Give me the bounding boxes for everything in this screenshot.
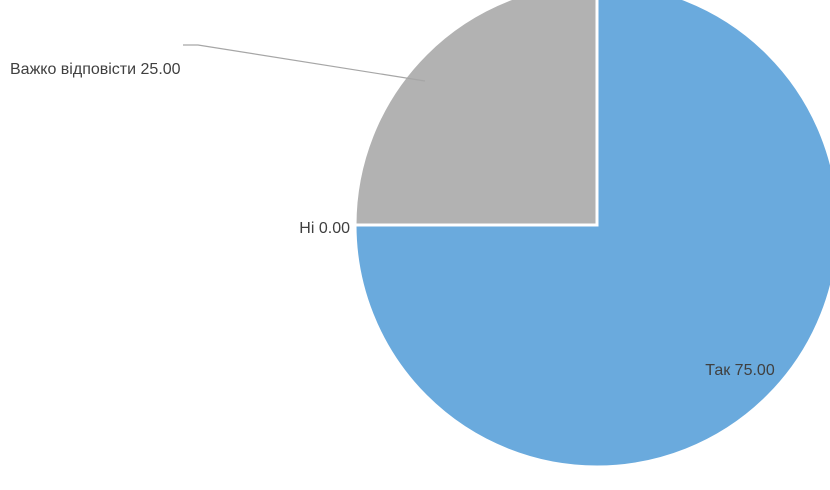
- slice-vazhko: [353, 0, 599, 227]
- slice-tak: [353, 0, 830, 469]
- leader-line-vazhko: [183, 44, 426, 82]
- data-label-ni: Ні 0.00: [299, 220, 350, 237]
- leader-lines: [183, 44, 426, 82]
- data-label-tak: Так 75.00: [705, 362, 775, 379]
- data-label-vazhko: Важко відповісти 25.00: [10, 61, 181, 78]
- data-labels: Так 75.00 Ні 0.00 Важко відповісти 25.00: [10, 61, 775, 379]
- pie-slices: [353, 0, 830, 469]
